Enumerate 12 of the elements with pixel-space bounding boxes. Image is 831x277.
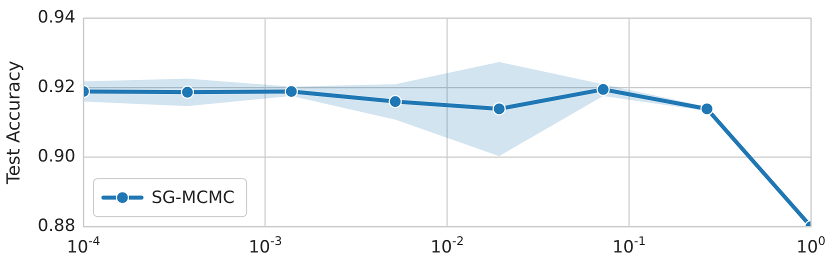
y-tick-label: 0.88 xyxy=(38,216,76,236)
point xyxy=(700,102,714,116)
y-tick-label: 0.92 xyxy=(38,77,76,98)
point xyxy=(284,84,298,98)
y-tick-label: 0.90 xyxy=(38,146,76,167)
point xyxy=(388,94,402,108)
point xyxy=(180,86,194,99)
point xyxy=(492,102,506,116)
y-tick-label: 0.94 xyxy=(38,8,76,28)
point xyxy=(596,82,610,96)
legend-label: SG-MCMC xyxy=(151,188,235,208)
y-axis-title: Test Accuracy xyxy=(3,60,24,186)
